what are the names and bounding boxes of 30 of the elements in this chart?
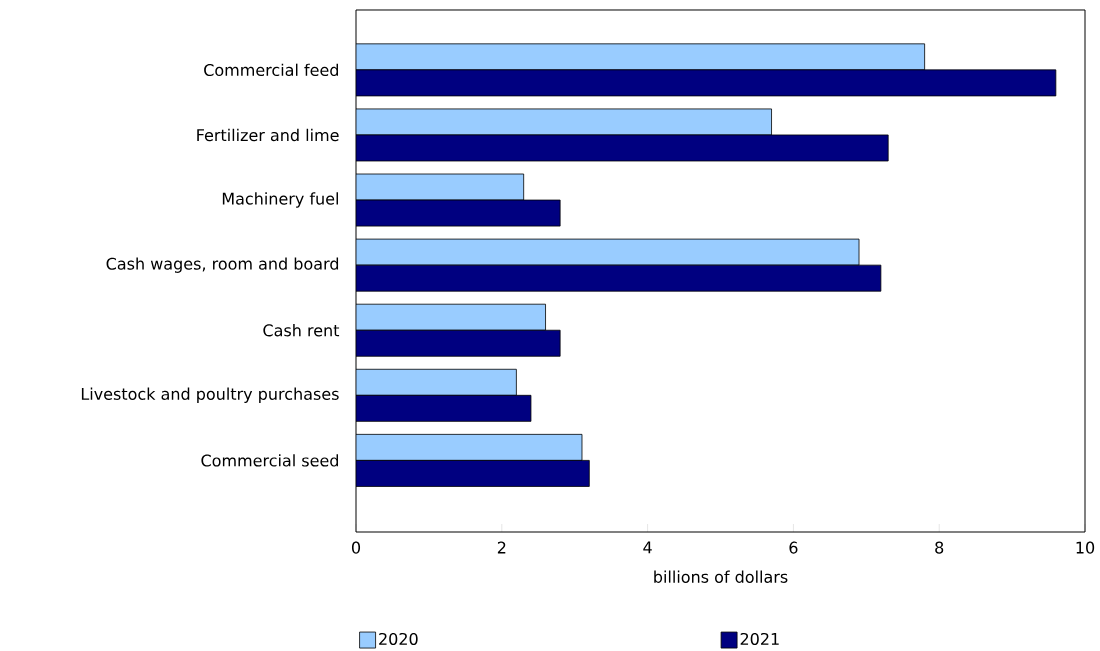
x-tick-label: 6 [789, 541, 798, 554]
bar [356, 43, 926, 71]
y-tick-label: Machinery fuel [222, 192, 338, 208]
bar [356, 368, 517, 396]
x-tick-label: 2 [497, 541, 506, 554]
x-tick-label: 0 [351, 541, 361, 554]
bar [356, 264, 882, 292]
x-tick-label: 8 [935, 541, 944, 554]
legend-label: 2021 [740, 632, 779, 646]
bar [356, 238, 860, 266]
x-tick-label: 10 [1076, 541, 1095, 554]
bar [356, 134, 889, 162]
bar [356, 69, 1057, 97]
bar [356, 433, 583, 461]
x-tick-label: 4 [643, 541, 652, 554]
y-tick-label: Cash wages, room and board [106, 257, 339, 273]
y-tick-label: Commercial seed [201, 454, 338, 467]
y-tick-label: Cash rent [263, 324, 340, 337]
legend-label: 2020 [379, 632, 418, 646]
y-tick-label: Fertilizer and lime [197, 128, 339, 142]
bar [356, 460, 590, 487]
y-tick-label: Livestock and poultry purchases [81, 387, 339, 404]
bar [356, 173, 525, 201]
bar [356, 199, 561, 227]
y-tick-label: Commercial feed [204, 63, 338, 77]
bar [356, 394, 532, 422]
bar [356, 329, 561, 357]
bar [356, 108, 772, 136]
bar [356, 303, 546, 331]
x-axis-title: billions of dollars [654, 570, 788, 583]
